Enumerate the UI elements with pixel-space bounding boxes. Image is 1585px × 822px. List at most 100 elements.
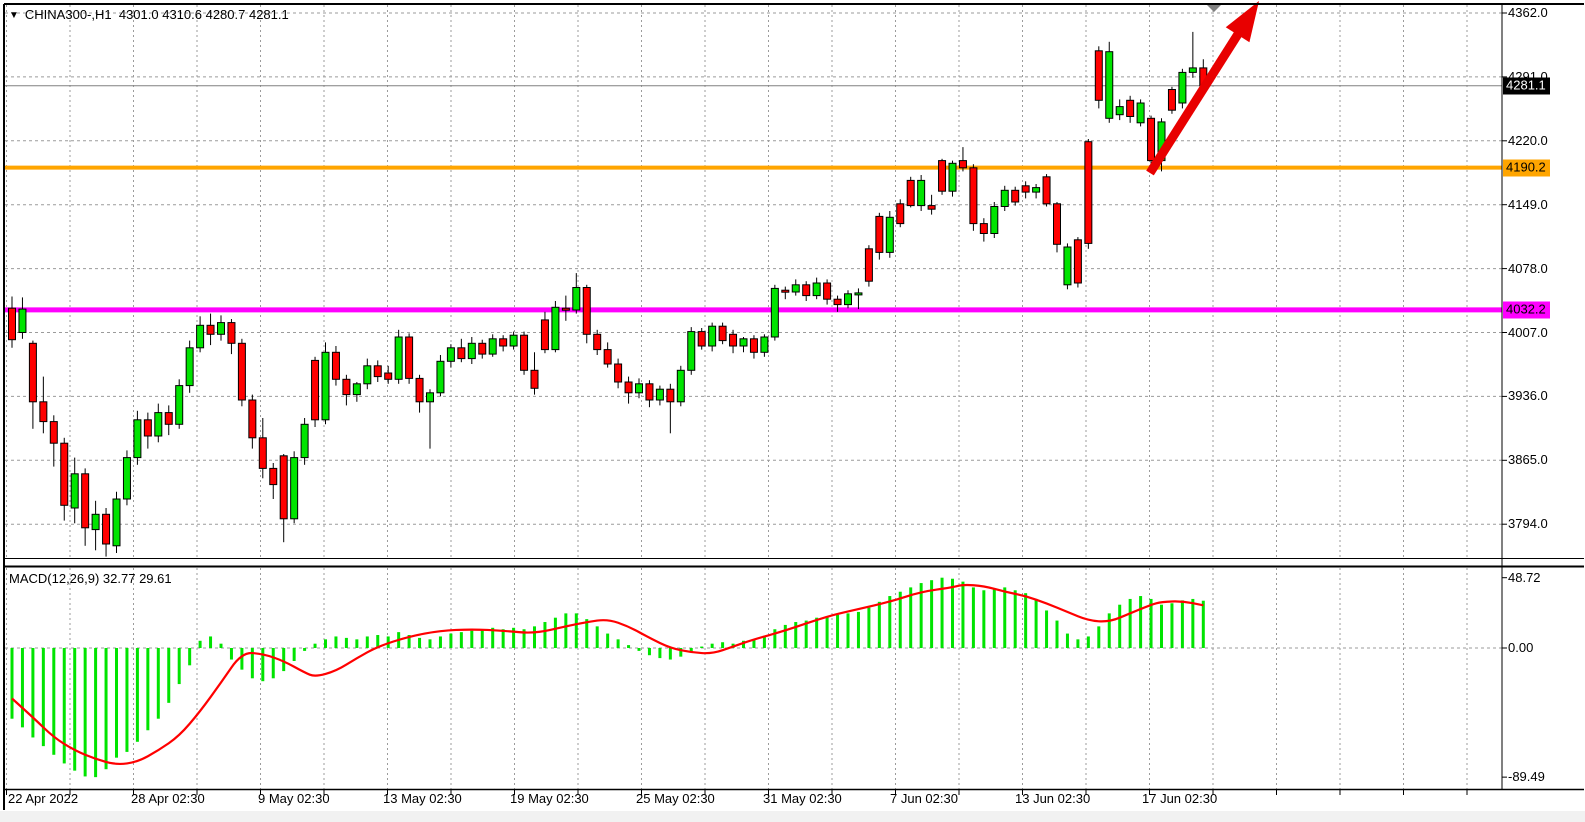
- candle-body: [1073, 239, 1082, 284]
- macd-histogram-bar: [679, 648, 683, 657]
- macd-tick-label: 0.00: [1508, 640, 1534, 655]
- macd-histogram-bar: [282, 648, 286, 672]
- candle-body: [143, 419, 152, 437]
- trend-arrow-head[interactable]: [1225, 1, 1259, 43]
- macd-histogram-bar: [407, 635, 411, 648]
- price-tick-label: 3794.0: [1508, 516, 1548, 532]
- macd-indicator-label: MACD(12,26,9) 32.77 29.61: [9, 571, 172, 586]
- macd-histogram-bar: [992, 588, 996, 648]
- macd-histogram-bar: [1045, 610, 1049, 648]
- macd-histogram-bar: [1149, 598, 1153, 648]
- macd-histogram-bar: [198, 640, 202, 648]
- macd-histogram-bar: [1128, 598, 1132, 648]
- macd-histogram-bar: [344, 637, 348, 648]
- time-tick-label: 25 May 02:30: [636, 791, 715, 806]
- candle-body: [645, 383, 654, 401]
- macd-histogram-bar: [261, 648, 265, 682]
- macd-histogram-bar: [543, 622, 547, 648]
- candle-body: [384, 372, 393, 380]
- macd-histogram-bar: [41, 648, 45, 747]
- candle-body: [1094, 50, 1103, 101]
- candle-body: [60, 442, 69, 506]
- candle-body: [864, 248, 873, 282]
- macd-histogram-bar: [1034, 598, 1038, 648]
- candle-body: [551, 306, 560, 351]
- candle-body: [896, 203, 905, 225]
- candle-body: [18, 308, 27, 334]
- macd-histogram-bar: [428, 639, 432, 648]
- macd-histogram-bar: [930, 580, 934, 648]
- candle-body: [269, 467, 278, 486]
- macd-histogram-bar: [982, 590, 986, 648]
- macd-histogram-bar: [585, 619, 589, 648]
- macd-histogram-bar: [804, 620, 808, 648]
- candle-body: [885, 216, 894, 253]
- symbol-dropdown-icon[interactable]: ▼: [9, 10, 19, 21]
- macd-histogram-bar: [794, 622, 798, 648]
- candle-body: [217, 322, 225, 335]
- macd-histogram-bar: [940, 577, 944, 648]
- candle-body: [823, 282, 832, 300]
- candle-body: [760, 336, 769, 353]
- macd-histogram-bar: [355, 639, 359, 648]
- candle-body: [540, 319, 549, 351]
- macd-histogram-bar: [188, 648, 192, 666]
- macd-histogram-bar: [376, 635, 380, 648]
- candle-body: [749, 338, 758, 353]
- macd-histogram-bar: [700, 646, 704, 648]
- time-tick-label: 13 May 02:30: [383, 791, 462, 806]
- macd-histogram-bar: [1191, 598, 1195, 648]
- time-tick-label: 9 May 02:30: [258, 791, 330, 806]
- macd-histogram-bar: [668, 648, 672, 660]
- scroll-marker-icon[interactable]: [1205, 3, 1223, 12]
- candle-body: [833, 298, 842, 306]
- candle-body: [175, 385, 184, 425]
- macd-histogram-bar: [334, 636, 338, 648]
- candle-body: [436, 360, 445, 394]
- macd-histogram-bar: [512, 627, 516, 648]
- macd-histogram-bar: [209, 636, 213, 648]
- candle-body: [258, 437, 267, 469]
- macd-histogram-bar: [73, 648, 77, 771]
- candle-body: [1021, 185, 1030, 193]
- macd-histogram-bar: [115, 648, 118, 758]
- candle-body: [1084, 141, 1093, 244]
- macd-histogram-bar: [156, 648, 160, 719]
- candle-body: [1178, 71, 1187, 104]
- macd-histogram-bar: [449, 633, 453, 648]
- candle-body: [614, 363, 623, 383]
- candle-body: [802, 284, 811, 297]
- candle-body: [39, 401, 48, 423]
- macd-histogram-bar: [856, 611, 860, 648]
- macd-histogram-bar: [742, 640, 745, 648]
- candle-body: [28, 342, 37, 403]
- macd-histogram-bar: [752, 639, 756, 648]
- macd-histogram-bar: [491, 627, 495, 648]
- macd-histogram-bar: [104, 648, 108, 770]
- trend-arrow-shaft[interactable]: [1146, 27, 1245, 176]
- macd-histogram-bar: [574, 613, 578, 648]
- candle-body: [729, 333, 738, 347]
- macd-histogram-bar: [710, 643, 714, 648]
- candle-body: [697, 331, 706, 347]
- candle-body: [363, 365, 372, 385]
- macd-histogram-bar: [606, 633, 610, 648]
- candle-body: [81, 473, 90, 529]
- candle-body: [1105, 51, 1114, 119]
- macd-histogram-bar: [1160, 604, 1163, 648]
- time-tick-label: 31 May 02:30: [763, 791, 842, 806]
- macd-histogram-bar: [971, 587, 975, 648]
- candle-body: [112, 498, 121, 547]
- candle-body: [154, 412, 163, 437]
- candle-body: [342, 378, 351, 396]
- macd-histogram-bar: [292, 648, 296, 661]
- candle-body: [91, 513, 100, 531]
- macd-histogram-bar: [1024, 593, 1028, 648]
- candle-body: [1136, 102, 1145, 124]
- macd-histogram-bar: [1076, 639, 1080, 648]
- price-tick-label: 4220.0: [1508, 132, 1548, 148]
- macd-histogram-bar: [240, 648, 244, 670]
- candle-body: [969, 167, 978, 225]
